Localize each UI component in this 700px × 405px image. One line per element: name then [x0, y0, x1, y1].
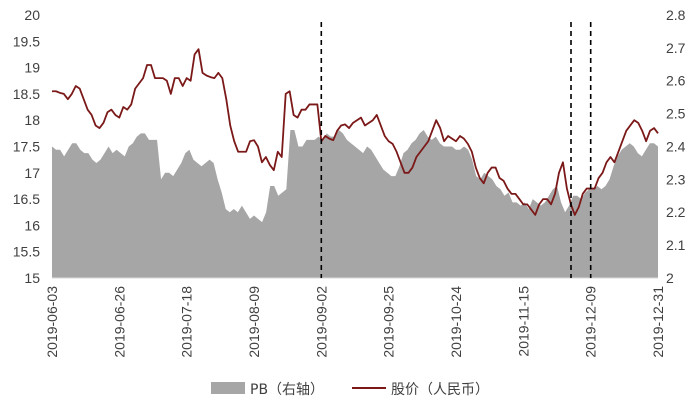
right-y-tick-label: 2.7 — [666, 40, 686, 56]
x-tick-label: 2019-11-15 — [515, 286, 531, 357]
right-y-tick-label: 2.2 — [666, 204, 686, 220]
legend-label-pb: PB（右轴） — [250, 382, 324, 398]
x-tick-label: 2019-06-26 — [111, 286, 127, 358]
right-y-tick-label: 2.1 — [666, 237, 686, 253]
left-y-tick-label: 19.5 — [13, 33, 40, 49]
right-y-tick-label: 2 — [666, 270, 674, 286]
x-tick-label: 2019-10-24 — [448, 286, 464, 358]
left-y-tick-label: 18.5 — [13, 86, 40, 102]
x-tick-label: 2019-08-09 — [246, 286, 262, 358]
vertical-markers-layer — [320, 22, 592, 278]
price-line-layer — [52, 48, 659, 216]
left-y-tick-label: 16.5 — [13, 191, 40, 207]
legend-swatch-pb — [211, 382, 245, 394]
right-y-tick-label: 2.8 — [666, 7, 686, 23]
right-y-tick-label: 2.4 — [666, 139, 686, 155]
right-axis-tick-labels: 2 2.1 2.2 2.3 2.4 2.5 2.6 2.7 2.8 — [666, 7, 686, 286]
pb-area-series — [52, 130, 658, 278]
x-tick-label: 2019-09-25 — [381, 286, 397, 358]
right-y-tick-label: 2.3 — [666, 171, 686, 187]
left-y-tick-label: 19 — [24, 60, 40, 76]
left-y-tick-label: 15.5 — [13, 244, 40, 260]
left-axis-tick-labels: 15 15.5 16 16.5 17 17.5 18 18.5 19 19.5 20 — [13, 7, 40, 286]
left-y-tick-label: 17.5 — [13, 139, 40, 155]
legend-label-price: 股价（人民币） — [391, 382, 489, 398]
x-tick-label: 2019-07-18 — [179, 286, 195, 358]
x-tick-label: 2019-12-31 — [650, 286, 666, 358]
left-y-tick-label: 20 — [24, 7, 40, 23]
left-y-tick-label: 15 — [24, 270, 40, 286]
left-y-tick-label: 18 — [24, 112, 40, 128]
right-y-tick-label: 2.6 — [666, 73, 686, 89]
x-tick-label: 2019-09-02 — [313, 286, 329, 358]
x-axis-tick-labels: 2019-06-03 2019-06-26 2019-07-18 2019-08-09… — [44, 286, 666, 358]
price-line-series — [52, 48, 659, 216]
pb-area-layer — [52, 130, 658, 278]
x-tick-label: 2019-12-09 — [583, 286, 599, 358]
right-y-tick-label: 2.5 — [666, 106, 686, 122]
left-y-tick-label: 16 — [24, 217, 40, 233]
legend: PB（右轴） 股价（人民币） — [211, 382, 489, 398]
x-tick-label: 2019-06-03 — [44, 286, 60, 358]
left-y-tick-label: 17 — [24, 165, 40, 181]
